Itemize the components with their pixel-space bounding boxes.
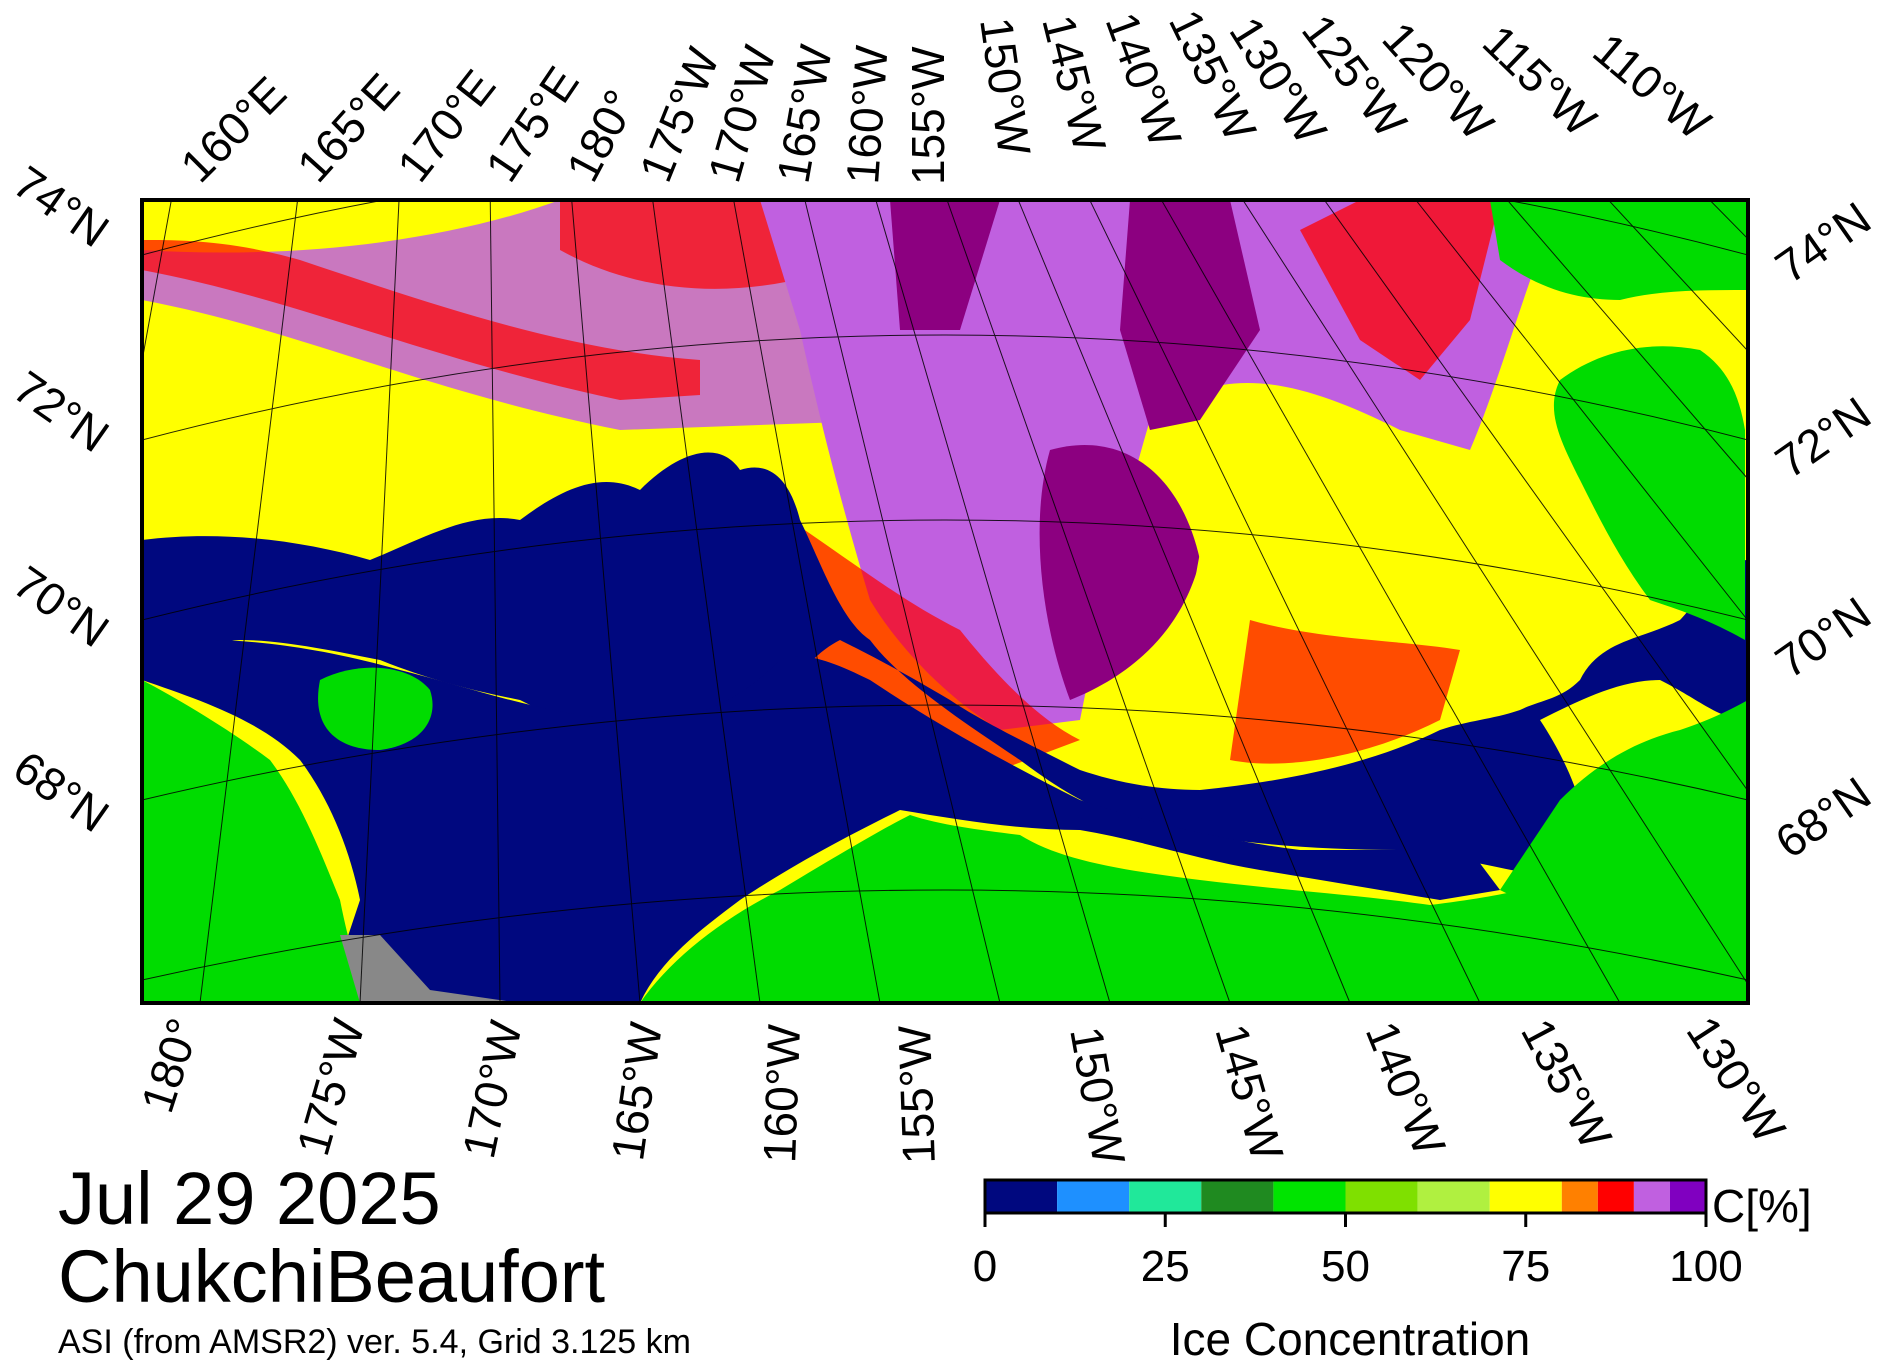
ice-full-center <box>1039 444 1200 700</box>
colorbar-tick-label: 25 <box>1141 1242 1190 1291</box>
top-label: 150°W <box>970 14 1041 159</box>
region-title: ChukchiBeaufort <box>58 1235 606 1318</box>
top-axis-labels: 160°E 165°E 170°E 175°E 180° 175°W 170°W… <box>170 2 1721 192</box>
colorbar-tick-label: 100 <box>1669 1242 1742 1291</box>
right-label: 68°N <box>1766 767 1880 869</box>
colorbar-bin <box>1417 1180 1490 1213</box>
right-axis-labels: 74°N 72°N 70°N 68°N <box>1766 192 1880 869</box>
top-label: 155°W <box>902 46 954 185</box>
parallel-66n <box>142 889 1748 981</box>
ice-edge-northwest <box>142 240 700 400</box>
map-frame <box>140 198 1750 1005</box>
parallel-68n <box>142 704 1748 801</box>
colorbar-bin <box>1633 1180 1670 1213</box>
parallel-72n <box>142 334 1748 441</box>
top-label: 110°W <box>1584 23 1721 150</box>
meridian-lines <box>142 200 1748 1003</box>
colorbar-bin <box>1057 1180 1130 1213</box>
bottom-label: 180° <box>131 1012 210 1119</box>
bottom-label: 145°W <box>1205 1018 1293 1166</box>
right-label: 72°N <box>1766 387 1880 489</box>
bottom-axis-labels: 180° 175°W 170°W 165°W 160°W 155°W 150°W… <box>131 1007 1796 1169</box>
map-panel <box>142 200 1748 1003</box>
left-label: 72°N <box>4 361 118 463</box>
ice-edge-south <box>790 520 1080 770</box>
open-water-main <box>142 452 1748 880</box>
ice-edge-southeast <box>1230 620 1460 764</box>
colorbar-tick-label: 75 <box>1501 1242 1550 1291</box>
land-canada-mainland <box>1500 700 1748 1003</box>
bottom-label: 140°W <box>1356 1014 1456 1162</box>
colorbar-bin <box>1345 1180 1418 1213</box>
bottom-label: 135°W <box>1511 1010 1622 1157</box>
bottom-label: 170°W <box>452 1016 532 1163</box>
bottom-label: 165°W <box>601 1019 672 1164</box>
colorbar-bin <box>985 1180 1058 1213</box>
colorbar-bin <box>1669 1180 1706 1213</box>
top-label: 160°E <box>170 66 296 192</box>
land-siberia <box>142 680 370 1003</box>
left-label: 74°N <box>4 156 118 258</box>
ice-edge-east <box>1300 200 1500 380</box>
colorbar-tick-label: 50 <box>1321 1242 1370 1291</box>
right-label: 74°N <box>1766 192 1880 294</box>
land-alaska <box>640 815 1748 1003</box>
colorbar-unit: C[%] <box>1712 1180 1812 1232</box>
colorbar-bin <box>1597 1180 1634 1213</box>
ice-full-stripe-2 <box>1120 200 1260 430</box>
top-label: 115°W <box>1473 15 1607 147</box>
bottom-label: 130°W <box>1677 1007 1796 1152</box>
colorbar-bin <box>1201 1180 1274 1213</box>
colorbar-label: Ice Concentration <box>1170 1313 1531 1365</box>
colorbar-bin <box>1561 1180 1598 1213</box>
top-label: 160°W <box>836 43 898 185</box>
bottom-label: 160°W <box>753 1023 810 1164</box>
colorbar-bin <box>1489 1180 1562 1213</box>
right-label: 70°N <box>1766 587 1880 689</box>
parallel-70n <box>142 519 1748 621</box>
date-title: Jul 29 2025 <box>58 1157 441 1240</box>
left-label: 68°N <box>4 741 118 843</box>
top-label: 170°E <box>387 60 505 191</box>
colorbar-bin <box>1129 1180 1202 1213</box>
bottom-label: 150°W <box>1060 1023 1135 1169</box>
open-water-south <box>142 640 1500 1003</box>
ice-full-stripe-1 <box>890 200 1000 330</box>
colorbar-ticks: 0 25 50 75 100 <box>973 1213 1743 1291</box>
land-victoria-island <box>1490 200 1748 300</box>
bottom-label: 155°W <box>888 1024 945 1165</box>
bottom-label: 175°W <box>286 1013 374 1161</box>
left-label: 70°N <box>4 556 118 658</box>
left-axis-labels: 74°N 72°N 70°N 68°N <box>4 156 118 843</box>
colorbar-tick-label: 0 <box>973 1242 997 1291</box>
colorbar-bins <box>985 1180 1706 1213</box>
land-wrangel-island <box>318 667 433 750</box>
colorbar: 0 25 50 75 100 C[%] Ice Concentration <box>973 1178 1812 1365</box>
top-label: 165°E <box>287 63 410 191</box>
no-data-region <box>340 935 520 1003</box>
source-note: ASI (from AMSR2) ver. 5.4, Grid 3.125 km <box>58 1323 691 1361</box>
colorbar-bin <box>1273 1180 1346 1213</box>
